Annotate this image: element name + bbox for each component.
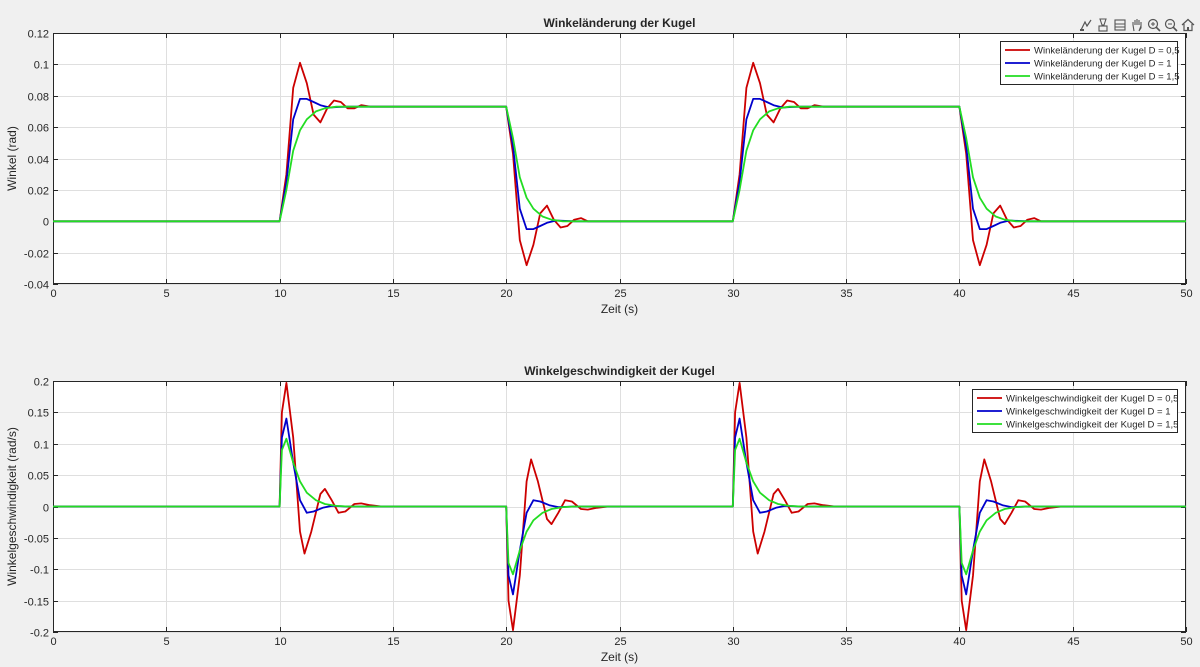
x-tick-label: 50 bbox=[1180, 288, 1192, 300]
y-tick-label: -0.1 bbox=[30, 565, 49, 577]
legend-label: Winkeländerung der Kugel D = 1,5 bbox=[1034, 72, 1180, 83]
brush-icon[interactable] bbox=[1095, 16, 1110, 34]
x-tick-label: 35 bbox=[840, 636, 852, 648]
legend-label: Winkeländerung der Kugel D = 0,5 bbox=[1034, 46, 1180, 57]
y-tick-label: 0.2 bbox=[34, 377, 49, 389]
x-tick-label: 0 bbox=[50, 636, 56, 648]
y-axis-label: Winkelgeschwindigkeit (rad/s) bbox=[5, 427, 19, 586]
axes-box bbox=[53, 33, 1186, 284]
y-tick-label: -0.02 bbox=[24, 249, 49, 261]
chart-2: 0 5 10 15 20 25 30 35 40 45 50 -0.2 -0.15 -0.1 -0.05 0 0… bbox=[5, 364, 1193, 664]
legend-label: Winkelgeschwindigkeit der Kugel D = 1 bbox=[1006, 407, 1171, 418]
y-tick-label: -0.05 bbox=[24, 534, 49, 546]
series-line-3 bbox=[53, 437, 1186, 576]
chart-title: Winkelgeschwindigkeit der Kugel bbox=[524, 364, 715, 378]
y-tick-label: 0.1 bbox=[34, 440, 49, 452]
x-tick-label: 50 bbox=[1180, 636, 1192, 648]
series-line-3 bbox=[53, 105, 1186, 223]
legend-label: Winkeländerung der Kugel D = 1 bbox=[1034, 59, 1172, 70]
x-tick-label: 40 bbox=[953, 636, 965, 648]
plot-area[interactable] bbox=[53, 33, 1186, 284]
y-tick-label: -0.2 bbox=[30, 628, 49, 640]
x-tick-label: 25 bbox=[614, 288, 626, 300]
x-tick-label: 15 bbox=[387, 288, 399, 300]
y-tick-label: 0.02 bbox=[28, 186, 49, 198]
zoom-out-icon[interactable] bbox=[1163, 16, 1178, 34]
pan-icon[interactable] bbox=[1129, 16, 1144, 34]
x-tick-label: 20 bbox=[500, 636, 512, 648]
y-tick-label: -0.04 bbox=[24, 280, 49, 292]
restore-view-icon[interactable] bbox=[1112, 16, 1127, 34]
y-tick-label: 0.06 bbox=[28, 123, 49, 135]
legend-label: Winkelgeschwindigkeit der Kugel D = 1,5 bbox=[1006, 420, 1178, 431]
chart-title: Winkeländerung der Kugel bbox=[544, 16, 696, 30]
x-tick-label: 45 bbox=[1067, 636, 1079, 648]
x-tick-label: 25 bbox=[614, 636, 626, 648]
axes-toolbar bbox=[1078, 14, 1195, 36]
y-tick-label: 0.04 bbox=[28, 155, 49, 167]
y-axis-label: Winkel (rad) bbox=[5, 126, 19, 191]
x-tick-label: 5 bbox=[163, 636, 169, 648]
legend-box bbox=[972, 389, 1178, 433]
y-tick-label: 0.05 bbox=[28, 471, 49, 483]
y-tick-label: 0.1 bbox=[34, 60, 49, 72]
data-tips-icon[interactable] bbox=[1078, 16, 1093, 34]
x-tick-label: 10 bbox=[274, 636, 286, 648]
zoom-in-icon[interactable] bbox=[1146, 16, 1161, 34]
x-tick-label: 15 bbox=[387, 636, 399, 648]
series-group bbox=[53, 61, 1186, 267]
x-tick-label: 40 bbox=[953, 288, 965, 300]
y-tick-label: 0 bbox=[43, 503, 49, 515]
legend-label: Winkelgeschwindigkeit der Kugel D = 0,5 bbox=[1006, 394, 1178, 405]
chart-1: 0 5 10 15 20 25 30 35 40 45 50 -0.04 -0.02 0 0.02 0.04 0… bbox=[5, 16, 1193, 316]
y-tick-label: 0.08 bbox=[28, 92, 49, 104]
legend[interactable]: Winkelgeschwindigkeit der Kugel D = 0,5 W… bbox=[972, 389, 1179, 433]
y-tick-label: 0.15 bbox=[28, 408, 49, 420]
home-icon[interactable] bbox=[1180, 16, 1195, 34]
x-tick-label: 0 bbox=[50, 288, 56, 300]
y-tick-label: 0.12 bbox=[28, 29, 49, 41]
legend[interactable]: Winkeländerung der Kugel D = 0,5 Winkelän… bbox=[1000, 41, 1180, 85]
x-tick-label: 35 bbox=[840, 288, 852, 300]
x-tick-label: 10 bbox=[274, 288, 286, 300]
x-axis-label: Zeit (s) bbox=[601, 650, 638, 664]
y-tick-label: -0.15 bbox=[24, 597, 49, 609]
x-axis-label: Zeit (s) bbox=[601, 302, 638, 316]
x-tick-label: 20 bbox=[500, 288, 512, 300]
x-tick-label: 5 bbox=[163, 288, 169, 300]
x-tick-label: 45 bbox=[1067, 288, 1079, 300]
x-tick-label: 30 bbox=[727, 636, 739, 648]
series-group bbox=[53, 381, 1186, 631]
x-tick-label: 30 bbox=[727, 288, 739, 300]
y-tick-label: 0 bbox=[43, 217, 49, 229]
